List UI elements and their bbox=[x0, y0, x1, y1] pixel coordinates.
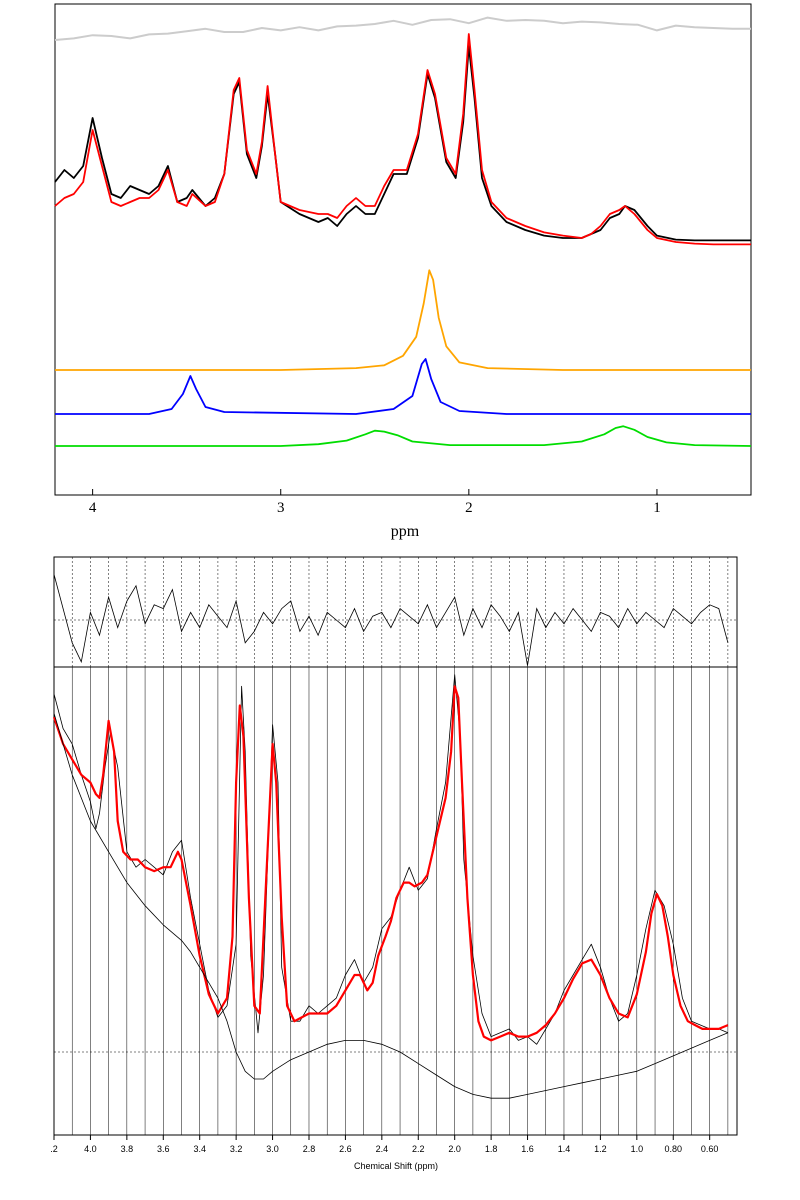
residual-line bbox=[53, 574, 729, 666]
x-tick-label: 4.0 bbox=[84, 1144, 97, 1154]
x-tick-label: 3.6 bbox=[157, 1144, 170, 1154]
x-tick-label: 3.2 bbox=[230, 1144, 243, 1154]
fitted-spectrum-line bbox=[52, 685, 729, 1042]
x-tick-label: 2.4 bbox=[376, 1144, 389, 1154]
x-axis: 4 3 2 1 bbox=[89, 489, 661, 516]
x-tick-label: 0.80 bbox=[664, 1144, 682, 1154]
x-tick-label: 2 bbox=[465, 500, 473, 516]
measured-spectrum-line bbox=[53, 674, 729, 1045]
series-layer bbox=[54, 16, 752, 447]
x-tick-label: 1.4 bbox=[558, 1144, 571, 1154]
x-tick-label: 3.4 bbox=[193, 1144, 206, 1154]
fit-frame bbox=[53, 666, 738, 1136]
plot-frame bbox=[54, 3, 752, 496]
x-axis-label: Chemical Shift (ppm) bbox=[354, 1161, 438, 1171]
baseline-trace-line bbox=[54, 16, 751, 41]
component-green-line bbox=[55, 425, 752, 447]
x-tick-label: 2.0 bbox=[448, 1144, 461, 1154]
baseline-line bbox=[53, 713, 729, 1099]
vertical-grid bbox=[71, 557, 729, 1135]
measured-spectrum-line bbox=[54, 45, 751, 242]
x-axis-label: ppm bbox=[391, 523, 420, 540]
x-tick-label: 3 bbox=[277, 500, 285, 516]
series-layer bbox=[52, 574, 729, 1099]
top-spectrum-chart: 4 3 2 1 ppm bbox=[54, 3, 752, 540]
x-tick-label: 2.8 bbox=[303, 1144, 316, 1154]
x-tick-label: 1.6 bbox=[521, 1144, 534, 1154]
component-orange-line bbox=[55, 269, 751, 371]
residual-frame bbox=[53, 556, 738, 668]
x-tick-label: 0.60 bbox=[701, 1144, 719, 1154]
x-tick-label: 2.2 bbox=[412, 1144, 425, 1154]
component-blue-line bbox=[55, 358, 751, 415]
bottom-fit-chart: .2 4.0 3.8 3.6 3.4 3.2 3.0 2.8 2.6 2.4 2.2 2.0 1.8 1.… bbox=[50, 556, 738, 1171]
x-tick-label: 1 bbox=[653, 500, 661, 516]
x-axis: .2 4.0 3.8 3.6 3.4 3.2 3.0 2.8 2.6 2.4 2.2 2.0 1.8 1.… bbox=[50, 1135, 718, 1154]
x-tick-label: 3.0 bbox=[266, 1144, 279, 1154]
x-tick-label: 3.8 bbox=[121, 1144, 134, 1154]
fitted-spectrum-line bbox=[54, 33, 751, 246]
x-tick-label: 1.2 bbox=[594, 1144, 607, 1154]
x-tick-label: 1.8 bbox=[485, 1144, 498, 1154]
x-tick-label: 1.0 bbox=[631, 1144, 644, 1154]
x-tick-label: 2.6 bbox=[339, 1144, 352, 1154]
x-tick-label: 4 bbox=[89, 500, 97, 516]
x-tick-label: .2 bbox=[50, 1144, 58, 1154]
